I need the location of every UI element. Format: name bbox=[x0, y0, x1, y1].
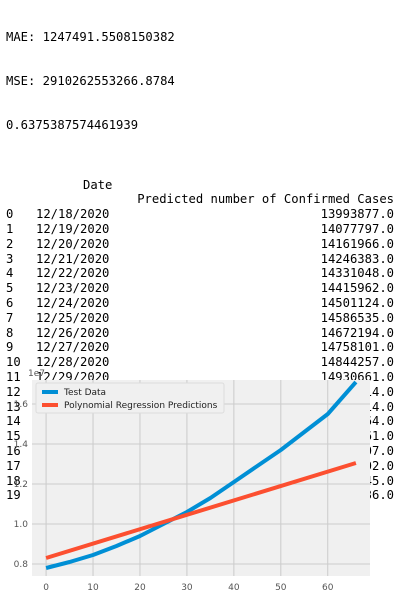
x-tick-label: 50 bbox=[275, 583, 287, 593]
row-index: 15 bbox=[6, 429, 21, 444]
row-value: 14077797.0 bbox=[320, 221, 394, 236]
mae-line: MAE: 1247491.5508150382 bbox=[6, 29, 175, 44]
row-value: 14672194.0 bbox=[320, 325, 394, 340]
y-tick-label: 1.0 bbox=[14, 520, 29, 530]
table-row: 4 12/22/2020 14331048.0 bbox=[6, 266, 406, 281]
row-index: 6 bbox=[6, 295, 14, 310]
row-value: 14331048.0 bbox=[320, 266, 394, 281]
row-value: 14586535.0 bbox=[320, 310, 394, 325]
row-value: 14246383.0 bbox=[320, 251, 394, 266]
y-tick-label: 1.2 bbox=[14, 480, 28, 490]
mse-line: MSE: 2910262553266.8784 bbox=[6, 73, 175, 88]
header-value: Predicted number of Confirmed Cases bbox=[137, 192, 394, 207]
row-index: 11 bbox=[6, 369, 21, 384]
row-index: 16 bbox=[6, 443, 21, 458]
row-index: 5 bbox=[6, 281, 14, 296]
row-value: 14844257.0 bbox=[320, 355, 394, 370]
row-index: 19 bbox=[6, 488, 21, 503]
x-tick-label: 30 bbox=[181, 583, 193, 593]
row-date: 12/26/2020 bbox=[36, 325, 110, 340]
x-tick-label: 60 bbox=[322, 583, 334, 593]
row-value: 14758101.0 bbox=[320, 340, 394, 355]
row-date: 12/19/2020 bbox=[36, 221, 110, 236]
series-line-0 bbox=[45, 380, 358, 570]
chart: 0 10 20 30 40 50 60 0.8 1.0 1.2 1.4 1.6 1e7 Test Da… bbox=[14, 369, 370, 593]
x-tick-label: 20 bbox=[134, 583, 146, 593]
table-row: 2 12/20/2020 14161966.0 bbox=[6, 237, 406, 252]
table-row: 3 12/21/2020 14246383.0 bbox=[6, 252, 406, 267]
table-row: 8 12/26/2020 14672194.0 bbox=[6, 326, 406, 341]
legend-entry: Test Data bbox=[63, 388, 106, 398]
header-date: Date bbox=[83, 177, 113, 192]
row-index: 18 bbox=[6, 473, 21, 488]
y-tick-label: 0.8 bbox=[14, 560, 29, 570]
row-value: 14501124.0 bbox=[320, 295, 394, 310]
row-index: 13 bbox=[6, 399, 21, 414]
table-row: 9 12/27/2020 14758101.0 bbox=[6, 340, 406, 355]
row-date: 12/18/2020 bbox=[36, 207, 110, 222]
row-date: 12/24/2020 bbox=[36, 295, 110, 310]
row-date: 12/27/2020 bbox=[36, 340, 110, 355]
y-offset-label: 1e7 bbox=[28, 369, 45, 379]
row-index: 14 bbox=[6, 414, 21, 429]
legend-entry: Polynomial Regression Predictions bbox=[64, 401, 218, 411]
row-date: 12/20/2020 bbox=[36, 236, 110, 251]
row-index: 1 bbox=[6, 221, 14, 236]
legend: Test Data Polynomial Regression Predictio… bbox=[35, 382, 225, 414]
table-row: 6 12/24/2020 14501124.0 bbox=[6, 296, 406, 311]
row-index: 7 bbox=[6, 310, 14, 325]
row-index: 9 bbox=[6, 340, 14, 355]
table-header: Date Predicted number of Confirmed Cases bbox=[6, 163, 406, 207]
legend-box bbox=[35, 382, 225, 414]
row-value: 14161966.0 bbox=[320, 236, 394, 251]
row-index: 0 bbox=[6, 207, 14, 222]
series-line-1 bbox=[45, 461, 357, 560]
row-index: 17 bbox=[6, 458, 21, 473]
x-tick-label: 10 bbox=[87, 583, 99, 593]
y-tick-label: 1.4 bbox=[14, 440, 29, 450]
x-tick-label: 40 bbox=[228, 583, 240, 593]
score-line: 0.6375387574461939 bbox=[6, 118, 139, 133]
row-date: 12/28/2020 bbox=[36, 355, 110, 370]
table-row: 5 12/23/2020 14415962.0 bbox=[6, 281, 406, 296]
ticks: 0 10 20 30 40 50 60 0.8 1.0 1.2 1.4 1.6 bbox=[14, 400, 334, 593]
table-row: 0 12/18/2020 13993877.0 bbox=[6, 207, 406, 222]
row-index: 10 bbox=[6, 355, 21, 370]
row-date: 12/23/2020 bbox=[36, 281, 110, 296]
row-index: 4 bbox=[6, 266, 14, 281]
y-tick-label: 1.6 bbox=[14, 400, 29, 410]
row-index: 3 bbox=[6, 251, 14, 266]
table-row: 10 12/28/2020 14844257.0 bbox=[6, 355, 406, 370]
row-index: 2 bbox=[6, 236, 14, 251]
x-tick-label: 0 bbox=[43, 583, 49, 593]
row-index: 12 bbox=[6, 384, 21, 399]
row-value: 14415962.0 bbox=[320, 281, 394, 296]
table-row: 1 12/19/2020 14077797.0 bbox=[6, 222, 406, 237]
row-date: 12/21/2020 bbox=[36, 251, 110, 266]
series-group bbox=[45, 380, 358, 570]
row-date: 12/25/2020 bbox=[36, 310, 110, 325]
row-index: 8 bbox=[6, 325, 14, 340]
row-value: 13993877.0 bbox=[320, 207, 394, 222]
row-date: 12/22/2020 bbox=[36, 266, 110, 281]
table-row: 7 12/25/2020 14586535.0 bbox=[6, 311, 406, 326]
